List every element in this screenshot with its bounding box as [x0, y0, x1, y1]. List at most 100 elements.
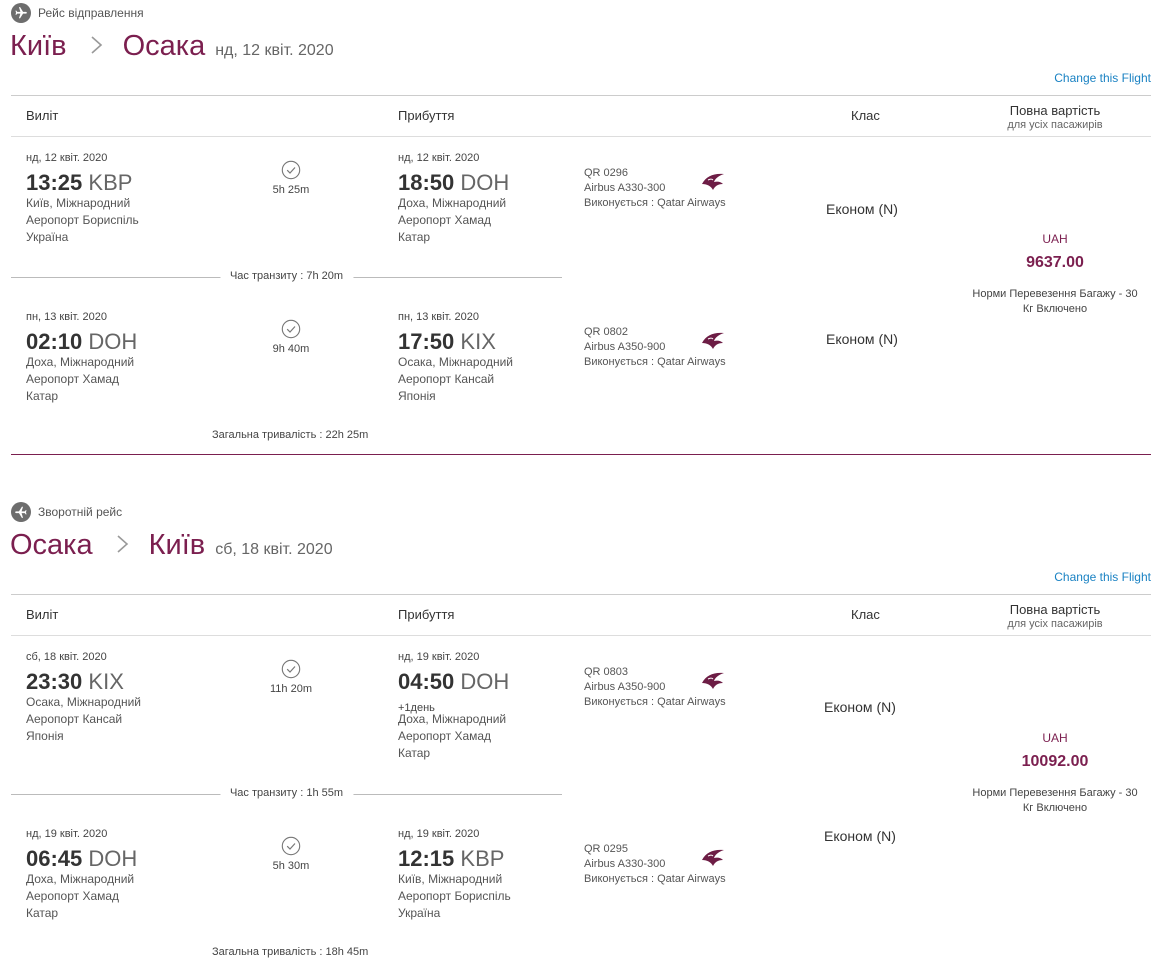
leg-heading: Рейс відправлення — [38, 6, 144, 20]
arrival-date: нд, 19 квіт. 2020 — [398, 651, 480, 663]
column-header-departure: Виліт — [26, 108, 59, 123]
total-duration: Загальна тривалість : 18h 45m — [212, 946, 369, 958]
aircraft-type: Airbus A330-300 — [584, 182, 666, 194]
arrival-date: нд, 19 квіт. 2020 — [398, 828, 480, 840]
arrival-location: Осака, Міжнародний Аеропорт Кансай Японі… — [398, 354, 513, 405]
divider — [11, 95, 1151, 96]
cabin-class: Економ (N) — [826, 201, 898, 217]
arrival-time: 12:15 KBP — [398, 846, 505, 871]
arrival-city: Осака, Міжнародний — [398, 355, 513, 369]
flight-number: QR 0802 — [584, 326, 629, 338]
operator: Виконується : Qatar Airways — [584, 356, 726, 368]
flight-number: QR 0803 — [584, 666, 629, 678]
column-header-class: Клас — [851, 108, 880, 123]
origin-city: Осака — [10, 529, 93, 561]
baggage-allowance: Норми Перевезення Багажу - 30 Кг Включен… — [972, 787, 1138, 814]
arrival-city: Доха, Міжнародний — [398, 196, 507, 210]
price-amount: 9637.00 — [1026, 254, 1084, 271]
leg-divider — [11, 454, 1151, 455]
departure-city: Доха, Міжнародний — [26, 355, 135, 369]
price-amount: 10092.00 — [1021, 753, 1089, 770]
arrival-location: Доха, Міжнародний Аеропорт Хамад Катар — [398, 195, 506, 246]
departure-time: 23:30 KIX — [26, 669, 124, 694]
arrival-airport-code: DOH — [460, 669, 510, 694]
destination-city: Київ — [148, 529, 206, 561]
departure-city: Київ, Міжнародний — [26, 196, 131, 210]
chevron-right-icon — [91, 36, 102, 54]
arrival-country: Україна — [398, 906, 441, 920]
departure-airport-code: DOH — [88, 846, 138, 871]
aircraft-type: Airbus A350-900 — [584, 681, 666, 693]
arrival-location: Київ, Міжнародний Аеропорт Бориспіль Укр… — [398, 871, 511, 922]
departure-city: Осака, Міжнародний — [26, 695, 141, 709]
flight-number: QR 0296 — [584, 167, 629, 179]
departure-country: Україна — [26, 230, 69, 244]
price-currency: UAH — [1042, 232, 1068, 246]
price-header-subtitle: для усіх пасажирів — [1007, 618, 1103, 630]
departure-country: Японія — [26, 729, 64, 743]
next-day-indicator: +1день — [398, 702, 435, 714]
segment-duration: 5h 30m — [272, 860, 310, 872]
arrival-date: нд, 12 квіт. 2020 — [398, 152, 480, 164]
flight-info: QR 0803 Airbus A350-900 Виконується : Qa… — [584, 665, 726, 710]
arrival-airport: Аеропорт Хамад — [398, 729, 492, 743]
duration-check-icon — [281, 160, 301, 180]
operator: Виконується : Qatar Airways — [584, 873, 726, 885]
price-header-title: Повна вартість — [1009, 602, 1101, 617]
arrival-city: Київ, Міжнародний — [398, 872, 503, 886]
operator: Виконується : Qatar Airways — [584, 696, 726, 708]
divider — [11, 594, 1151, 595]
leg-header: Зворотній рейс — [11, 502, 122, 522]
flight-segment: нд, 12 квіт. 2020 13:25 KBP Київ, Міжнар… — [0, 152, 1160, 287]
arrival-airport: Аеропорт Кансай — [398, 372, 495, 386]
price-header-subtitle: для усіх пасажирів — [1007, 119, 1103, 131]
flight-info: QR 0802 Airbus A350-900 Виконується : Qa… — [584, 325, 726, 370]
operator: Виконується : Qatar Airways — [584, 197, 726, 209]
arrival-airport-code: DOH — [460, 170, 510, 195]
change-flight-link[interactable]: Change this Flight — [1054, 570, 1151, 584]
departure-country: Катар — [26, 389, 59, 403]
column-header-class: Клас — [851, 607, 880, 622]
chevron-right-icon — [117, 535, 128, 553]
airline-logo-icon — [702, 672, 724, 689]
arrival-airport-code: KBP — [460, 846, 505, 871]
baggage-allowance: Норми Перевезення Багажу - 30 Кг Включен… — [972, 288, 1138, 315]
aircraft-type: Airbus A330-300 — [584, 858, 666, 870]
segment-duration: 11h 20m — [270, 683, 312, 695]
route-date: сб, 18 квіт. 2020 — [215, 541, 333, 558]
duration-check-icon — [281, 836, 301, 856]
plane-icon — [11, 3, 31, 23]
origin-city: Київ — [10, 30, 67, 62]
duration-check-icon — [281, 319, 301, 339]
departure-airport: Аеропорт Хамад — [26, 372, 120, 386]
total-duration: Загальна тривалість : 22h 25m — [212, 429, 369, 441]
price-currency: UAH — [1042, 731, 1068, 745]
departure-date: пн, 13 квіт. 2020 — [26, 311, 107, 323]
departure-airport: Аеропорт Кансай — [26, 712, 123, 726]
total-price: UAH 10092.00 Норми Перевезення Багажу - … — [960, 731, 1150, 816]
departure-time: 13:25 KBP — [26, 170, 133, 195]
transit-divider: Час транзиту : 7h 20m — [11, 270, 562, 284]
departure-airport-code: KIX — [88, 669, 124, 694]
segment-duration: 9h 40m — [272, 343, 310, 355]
flight-segment: сб, 18 квіт. 2020 23:30 KIX Осака, Міжна… — [0, 651, 1160, 786]
arrival-country: Катар — [398, 746, 431, 760]
change-flight-link[interactable]: Change this Flight — [1054, 71, 1151, 85]
flight-segment: нд, 19 квіт. 2020 06:45 DOH Доха, Міжнар… — [0, 828, 1160, 963]
arrival-time: 18:50 DOH — [398, 170, 510, 195]
column-header-price: Повна вартість для усіх пасажирів — [960, 103, 1150, 131]
cabin-class: Економ (N) — [824, 699, 896, 715]
arrival-time: 17:50 KIX — [398, 329, 496, 354]
departure-city: Доха, Міжнародний — [26, 872, 135, 886]
departure-country: Катар — [26, 906, 59, 920]
arrival-time: 04:50 DOH — [398, 669, 510, 694]
transit-time: Час транзиту : 1h 55m — [219, 787, 354, 799]
departure-location: Доха, Міжнародний Аеропорт Хамад Катар — [26, 871, 134, 922]
departure-time: 06:45 DOH — [26, 846, 138, 871]
departure-time: 02:10 DOH — [26, 329, 138, 354]
transit-divider: Час транзиту : 1h 55m — [11, 787, 562, 801]
arrival-city: Доха, Міжнародний — [398, 712, 507, 726]
arrival-country: Катар — [398, 230, 431, 244]
leg-heading: Зворотній рейс — [38, 505, 123, 519]
leg-header: Рейс відправлення — [11, 3, 144, 23]
